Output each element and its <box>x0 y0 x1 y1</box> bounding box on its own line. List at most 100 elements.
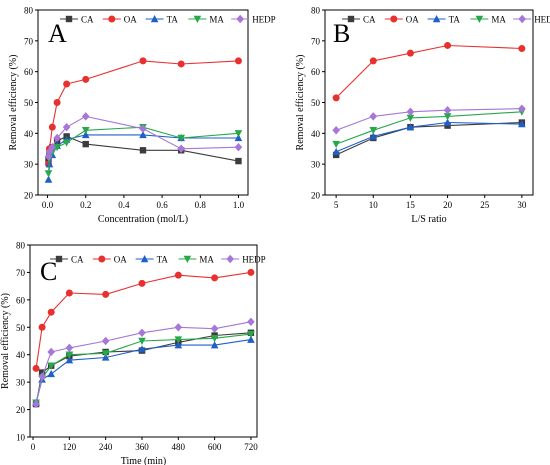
data-point-MA <box>81 127 90 135</box>
x-tick-label: 600 <box>208 442 222 452</box>
data-point-OA <box>32 364 40 372</box>
legend-marker-TA <box>140 255 149 263</box>
plot-frame <box>324 9 534 196</box>
series-line-TA <box>47 134 239 180</box>
data-point-MA <box>62 139 71 147</box>
y-tick-label: 30 <box>16 378 26 388</box>
legend-marker-CA <box>55 255 63 263</box>
y-tick-label: 60 <box>24 67 34 77</box>
y-tick-label: 70 <box>16 268 26 278</box>
legend-label-HEDP: HEDP <box>242 255 266 265</box>
data-point-OA <box>518 45 526 53</box>
legend: CA OA TA MA HEDP <box>50 255 266 265</box>
data-point-OA <box>138 279 146 287</box>
legend-marker-TA <box>432 15 441 23</box>
y-tick-label: 50 <box>16 323 26 333</box>
y-tick-label: 80 <box>311 6 321 16</box>
series-OA <box>32 268 255 372</box>
x-tick-label: 360 <box>135 442 149 452</box>
x-axis-label: Time (min) <box>121 456 166 465</box>
data-point-MA <box>210 335 219 343</box>
y-tick-label: 30 <box>311 160 321 170</box>
data-point-MA <box>44 170 53 178</box>
x-tick-label: 10 <box>369 200 379 210</box>
legend-marker-MA <box>193 15 202 23</box>
series-line-CA <box>35 332 251 405</box>
data-point-OA <box>369 57 377 65</box>
data-point-TA <box>518 120 526 128</box>
legend-label-HEDP: HEDP <box>252 15 276 25</box>
y-tick-label: 50 <box>24 98 34 108</box>
legend: CA OA TA MA HEDP <box>60 15 276 25</box>
data-point-MA <box>53 144 61 152</box>
legend-label-MA: MA <box>209 15 224 25</box>
x-tick-label: 0.8 <box>195 200 207 210</box>
data-point-HEDP <box>138 328 146 337</box>
y-tick-label: 70 <box>24 36 34 46</box>
y-axis-label: Removal efficiency (%) <box>0 293 11 389</box>
data-point-HEDP <box>65 343 74 353</box>
x-tick-label: 20 <box>443 200 453 210</box>
legend-marker-OA <box>390 15 398 23</box>
series-MA <box>32 330 255 407</box>
legend-marker-MA <box>183 255 192 263</box>
y-tick-label: 60 <box>311 67 321 77</box>
y-axis-label: Removal efficiency (%) <box>8 55 19 151</box>
data-point-HEDP <box>47 347 55 357</box>
panel-label: A <box>48 19 67 48</box>
data-point-OA <box>102 290 110 298</box>
series-OA <box>45 57 242 168</box>
y-tick-label: 60 <box>16 295 26 305</box>
legend-marker-CA <box>65 15 73 23</box>
legend-label-MA: MA <box>199 255 214 265</box>
legend-marker-TA <box>150 15 159 23</box>
data-point-TA <box>247 335 255 343</box>
data-point-MA <box>234 130 243 138</box>
series-line-MA <box>335 111 522 145</box>
data-point-OA <box>332 94 340 102</box>
data-point-MA <box>177 134 185 142</box>
data-point-MA <box>406 114 415 122</box>
y-tick-label: 20 <box>311 191 321 201</box>
x-tick-label: 1.0 <box>233 200 245 210</box>
series-line-CA <box>335 121 522 156</box>
y-axis-label: Removal efficiency (%) <box>295 55 306 151</box>
series-line-OA <box>335 44 522 99</box>
data-point-OA <box>53 99 61 106</box>
y-tick-label: 30 <box>24 160 34 170</box>
data-point-OA <box>63 80 71 88</box>
data-point-TA <box>139 130 147 139</box>
data-point-CA <box>139 147 147 154</box>
legend-label-MA: MA <box>491 15 506 25</box>
data-point-OA <box>38 323 46 331</box>
data-point-TA <box>174 341 183 349</box>
data-point-HEDP <box>210 324 219 333</box>
data-point-HEDP <box>332 126 340 135</box>
data-point-OA <box>65 289 73 297</box>
legend-marker-OA <box>98 255 106 263</box>
data-point-HEDP <box>101 336 110 346</box>
data-point-TA <box>406 123 415 131</box>
legend-label-OA: OA <box>114 255 127 265</box>
x-tick-label: 0.4 <box>118 200 130 210</box>
data-point-OA <box>48 123 56 131</box>
chart-panel-B: 20 30 40 50 60 70 80 5 10 15 20 25 30 L/S ratio Remova… <box>295 6 550 226</box>
y-tick-label: 40 <box>24 129 34 139</box>
legend-label-TA: TA <box>449 15 461 25</box>
data-point-CA <box>235 157 242 165</box>
x-tick-label: 5 <box>334 200 339 210</box>
data-point-OA <box>234 57 242 65</box>
y-tick-label: 20 <box>16 405 26 415</box>
data-point-HEDP <box>406 107 415 116</box>
data-point-HEDP <box>518 104 526 113</box>
data-point-TA <box>81 130 90 139</box>
data-point-HEDP <box>247 317 255 326</box>
panel-label: B <box>333 19 350 48</box>
data-point-OA <box>174 271 182 279</box>
data-point-MA <box>332 140 340 149</box>
data-point-TA <box>47 369 55 378</box>
panel-label: C <box>40 257 57 286</box>
data-point-HEDP <box>369 112 378 121</box>
data-point-HEDP <box>38 372 46 381</box>
legend-marker-HEDP <box>236 14 244 24</box>
